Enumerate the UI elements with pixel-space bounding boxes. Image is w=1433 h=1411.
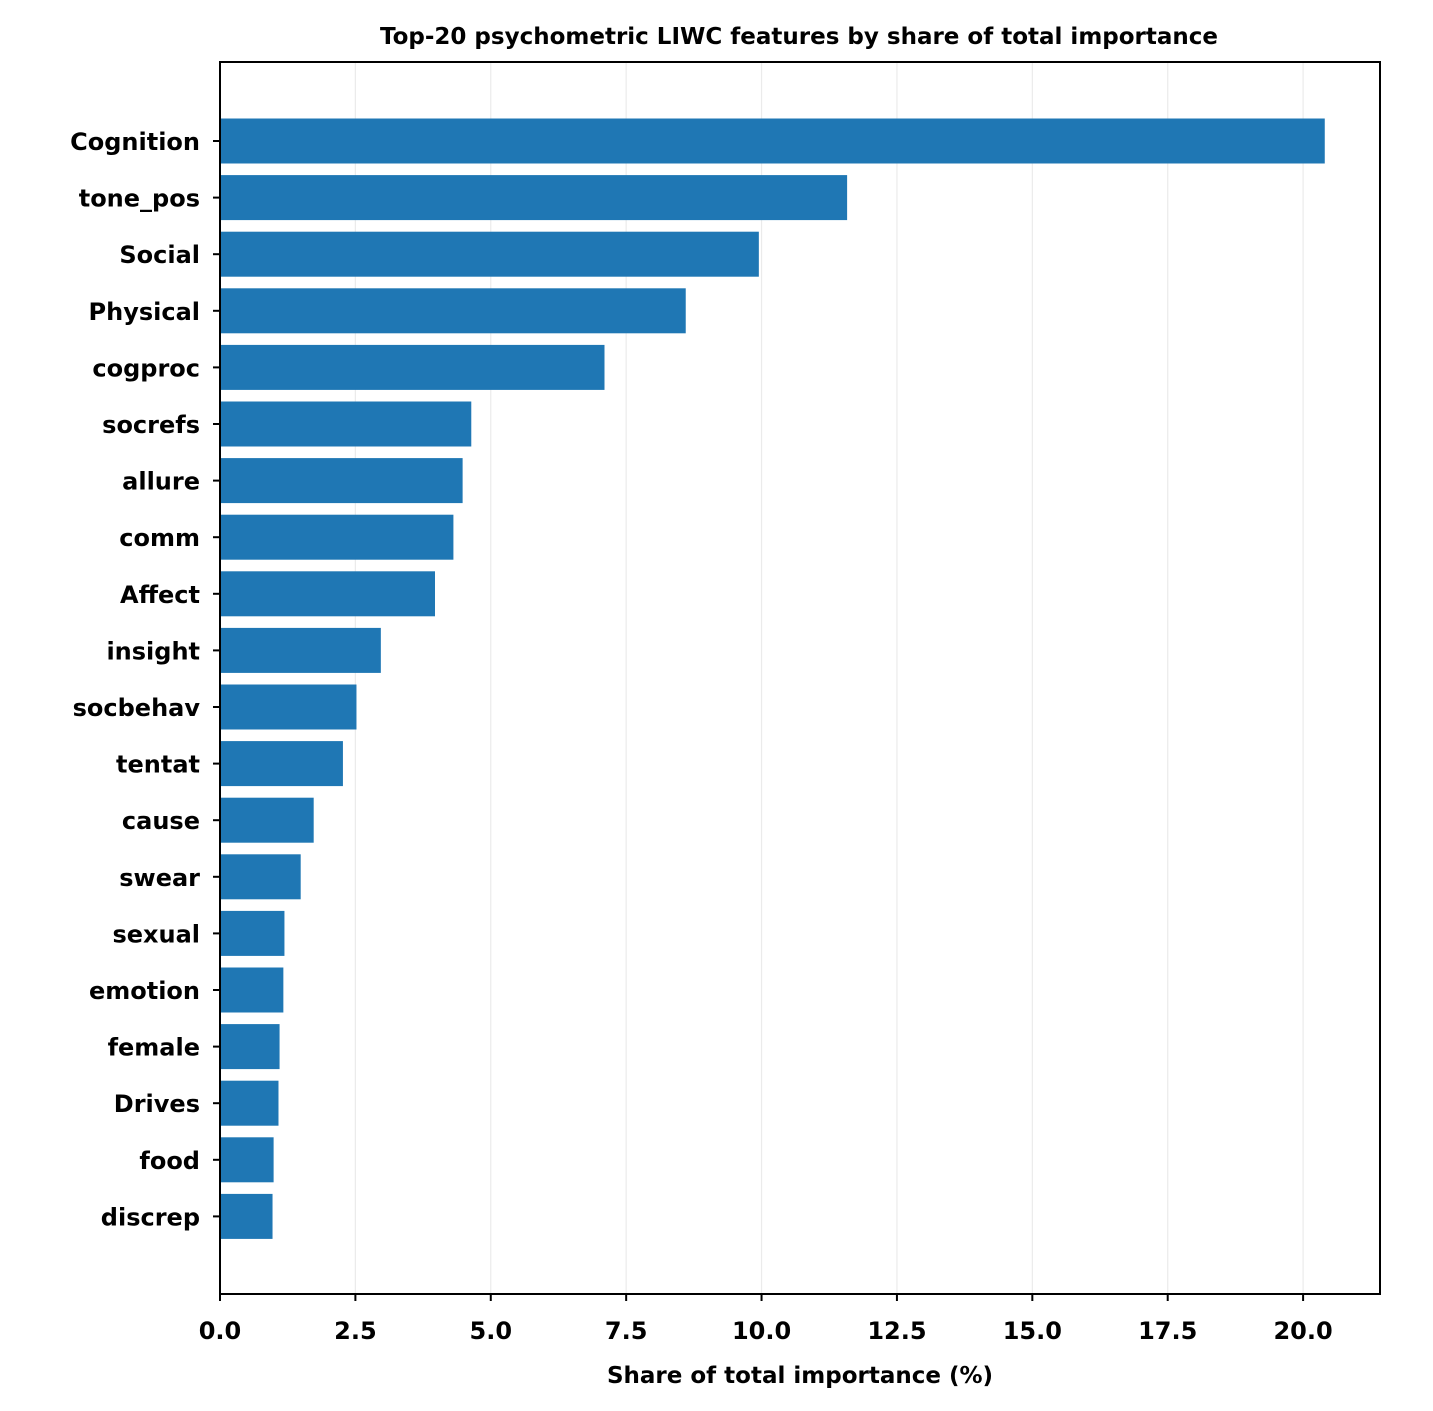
y-tick-label: socbehav [73, 694, 201, 722]
y-tick-label: tentat [116, 751, 200, 779]
bar-swear [220, 854, 301, 900]
x-tick-label: 0.0 [199, 1317, 242, 1345]
y-tick-label: Drives [114, 1090, 200, 1118]
bar-cause [220, 797, 314, 843]
y-tick-label: sexual [112, 920, 200, 948]
bar-female [220, 1024, 280, 1070]
y-tick-label: comm [119, 524, 200, 552]
x-tick-label: 15.0 [1003, 1317, 1062, 1345]
y-tick-label: Cognition [70, 128, 200, 156]
bar-physical [220, 288, 686, 334]
x-tick-label: 10.0 [732, 1317, 791, 1345]
x-axis-ticks: 0.0 2.5 5.0 7.5 10.0 12.5 15.0 17.5 20.0 [199, 1294, 1333, 1345]
y-tick-label: Physical [89, 298, 200, 326]
bar-cognition [220, 118, 1325, 164]
bar-food [220, 1137, 274, 1183]
x-axis-label: Share of total importance (%) [607, 1363, 993, 1389]
x-tick-label: 7.5 [605, 1317, 648, 1345]
bar-tone-pos [220, 175, 848, 221]
y-tick-label: emotion [89, 977, 200, 1005]
bar-discrep [220, 1193, 273, 1239]
bar-insight [220, 627, 381, 673]
bar-tentat [220, 741, 343, 787]
x-tick-label: 20.0 [1273, 1317, 1332, 1345]
y-tick-label: insight [106, 637, 200, 665]
y-tick-label: female [108, 1034, 200, 1062]
y-tick-label: discrep [101, 1203, 200, 1231]
y-axis-ticks: Cognition tone_pos Social Physical cogproc so… [70, 128, 220, 1231]
bar-allure [220, 458, 463, 504]
y-tick-label: Social [119, 241, 200, 269]
y-tick-label: allure [122, 468, 200, 496]
x-tick-label: 17.5 [1138, 1317, 1197, 1345]
bar-socrefs [220, 401, 472, 447]
bar-emotion [220, 967, 284, 1013]
bar-social [220, 231, 759, 277]
chart-title: Top-20 psychometric LIWC features by sha… [380, 24, 1218, 50]
bar-affect [220, 571, 435, 617]
bars [220, 118, 1325, 1239]
bar-sexual [220, 910, 285, 956]
y-tick-label: tone_pos [79, 185, 200, 213]
x-tick-label: 12.5 [867, 1317, 926, 1345]
y-tick-label: cogproc [92, 354, 200, 382]
x-tick-label: 2.5 [334, 1317, 377, 1345]
bar-socbehav [220, 684, 357, 730]
bar-drives [220, 1080, 279, 1126]
y-tick-label: food [139, 1147, 200, 1175]
y-tick-label: Affect [120, 581, 200, 609]
y-tick-label: cause [122, 807, 200, 835]
x-tick-label: 5.0 [470, 1317, 513, 1345]
y-tick-label: swear [119, 864, 200, 892]
y-tick-label: socrefs [102, 411, 200, 439]
bar-comm [220, 514, 454, 560]
bar-cogproc [220, 344, 605, 390]
plot-frame [219, 61, 1381, 1295]
